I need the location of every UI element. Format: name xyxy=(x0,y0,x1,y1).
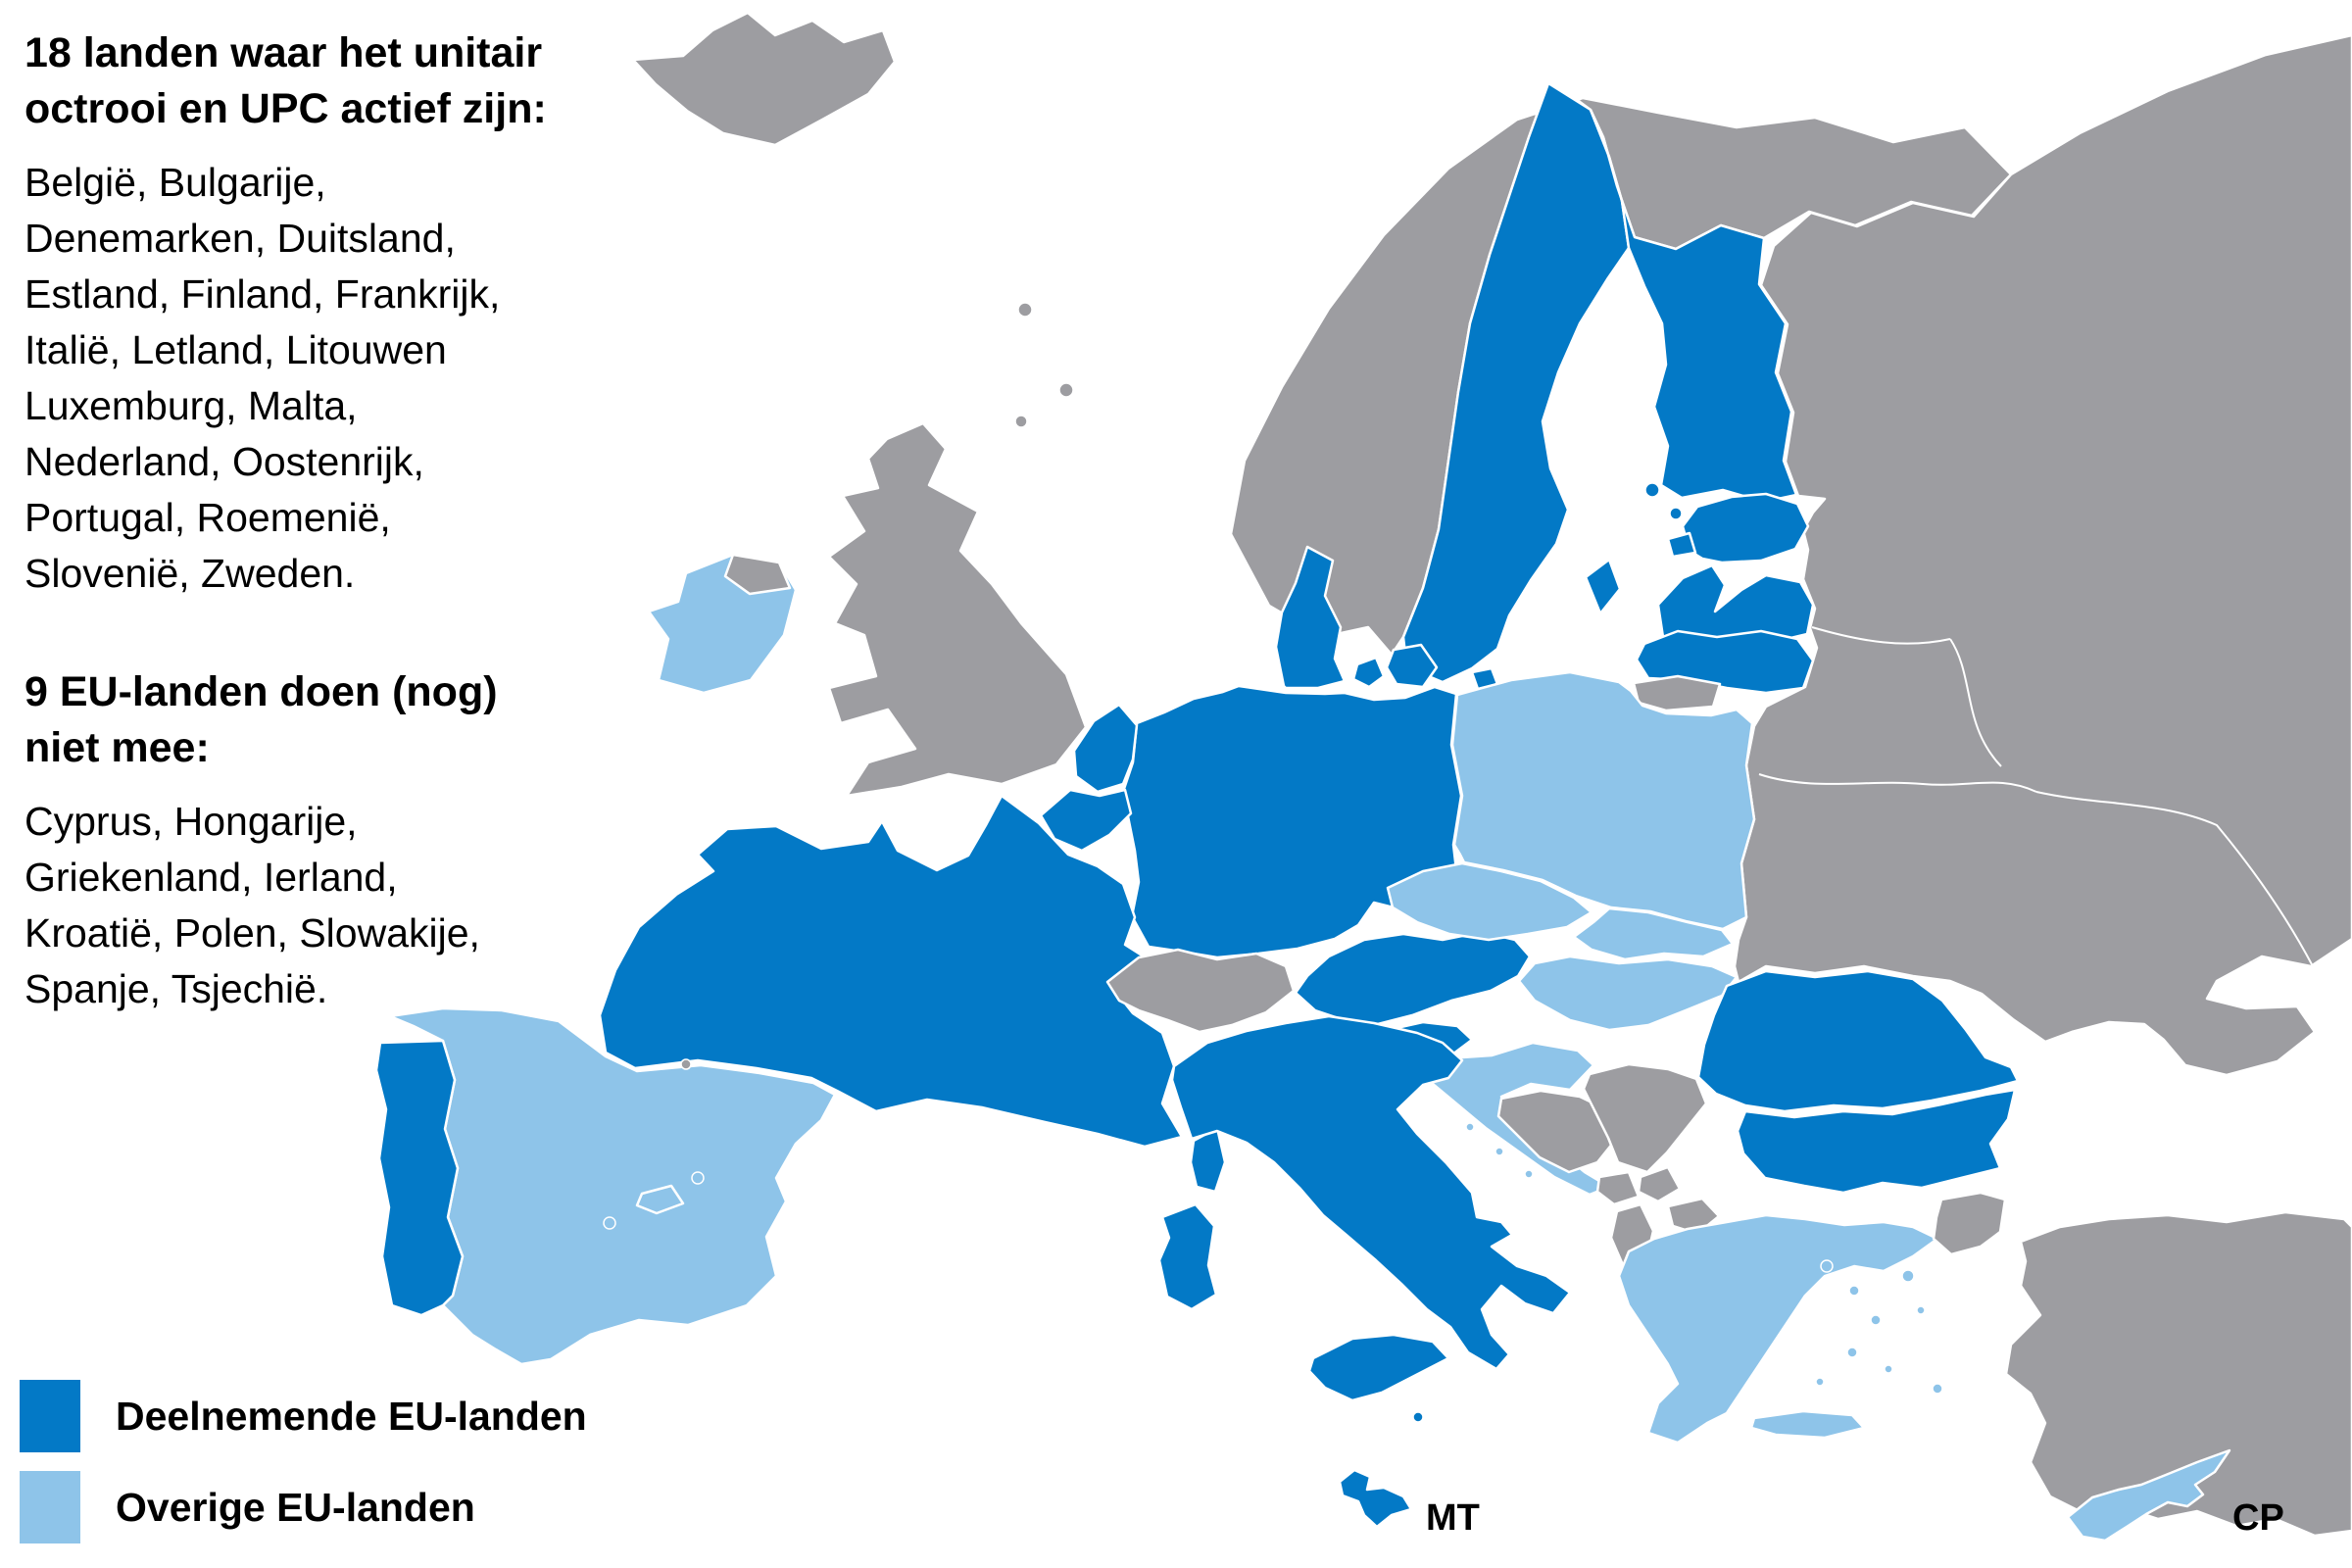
islands-aegean xyxy=(1901,1269,1915,1283)
callout-cyprus-shape xyxy=(2066,1448,2231,1543)
list-not-participating-countries: Cyprus, Hongarije, Griekenland, Ierland,… xyxy=(24,799,480,1011)
islands-aegean xyxy=(1815,1377,1825,1387)
country-hungary xyxy=(1517,955,1739,1032)
country-belgium xyxy=(1039,788,1133,853)
islands-estonia xyxy=(1666,531,1697,559)
island-malta-small xyxy=(1412,1411,1424,1423)
country-netherlands xyxy=(1072,703,1139,794)
islands-dalmatia xyxy=(1465,1122,1475,1132)
callout-malta-shape xyxy=(1338,1468,1413,1529)
region-northern-ireland xyxy=(723,553,792,596)
country-estonia xyxy=(1681,492,1810,564)
islands-aegean xyxy=(1870,1314,1882,1326)
region-andorra xyxy=(680,1058,692,1070)
legend-label-participating: Deelnemende EU-landen xyxy=(116,1393,587,1439)
border-belarus-russia xyxy=(1811,626,1951,645)
islands-aegean xyxy=(1846,1347,1858,1358)
legend-label-other: Overige EU-landen xyxy=(116,1484,475,1530)
label-cyprus: CP xyxy=(2232,1497,2284,1539)
island-faroe xyxy=(1017,302,1033,318)
island-mallorca xyxy=(635,1184,685,1215)
country-united-kingdom xyxy=(827,421,1088,798)
list-participating-countries: België, Bulgarije, Denemarken, Duitsland… xyxy=(24,160,501,596)
heading-participating: 18 landen waar het unitair octrooi en UP… xyxy=(24,29,547,132)
islands-aegean xyxy=(1820,1259,1834,1273)
border-moldova xyxy=(1941,984,2010,1057)
label-malta: MT xyxy=(1426,1497,1480,1539)
country-austria xyxy=(1294,930,1532,1027)
island-ibiza xyxy=(603,1216,616,1230)
country-italy xyxy=(1170,1014,1572,1371)
country-switzerland xyxy=(1105,948,1296,1034)
country-poland xyxy=(1450,670,1756,931)
country-kosovo xyxy=(1637,1165,1682,1203)
country-denmark xyxy=(1274,545,1347,690)
islands-aegean xyxy=(1884,1364,1893,1374)
country-slovakia xyxy=(1572,906,1735,961)
country-romania xyxy=(1696,969,2020,1113)
island-sicily xyxy=(1307,1333,1450,1402)
country-portugal xyxy=(374,1039,465,1317)
island-zealand xyxy=(1385,643,1439,689)
legend-row-other: Overige EU-landen xyxy=(20,1471,475,1544)
country-turkey xyxy=(2004,1210,2352,1538)
country-bosnia xyxy=(1496,1089,1619,1174)
country-iceland xyxy=(631,11,897,147)
islands-aegean xyxy=(1916,1305,1926,1315)
island-funen xyxy=(1351,656,1386,689)
country-czechia xyxy=(1386,861,1593,942)
islands-dalmatia xyxy=(1494,1147,1504,1156)
islands-aegean xyxy=(1932,1383,1943,1395)
country-montenegro xyxy=(1595,1170,1641,1206)
island-menorca xyxy=(691,1171,705,1185)
country-serbia xyxy=(1582,1062,1708,1174)
info-panel: 18 landen waar het unitair octrooi en UP… xyxy=(24,8,547,1035)
heading-not-participating: 9 EU-landen doen (nog) niet mee: xyxy=(24,668,498,771)
island-aland xyxy=(1644,482,1660,498)
region-kaliningrad xyxy=(1632,674,1722,712)
island-crete xyxy=(1749,1409,1866,1440)
country-bulgaria xyxy=(1736,1088,2017,1195)
country-sweden xyxy=(1401,81,1631,684)
islands-dalmatia xyxy=(1524,1169,1534,1179)
region-turkey-europe xyxy=(1932,1191,2007,1256)
legend-swatch-other xyxy=(20,1471,80,1544)
legend-swatch-participating xyxy=(20,1380,80,1452)
island-sardinia xyxy=(1157,1202,1218,1311)
region-russia-belarus-ukraine xyxy=(1733,33,2352,1077)
island-gotland xyxy=(1584,558,1622,615)
island-hiiumaa xyxy=(1669,507,1683,520)
country-greece xyxy=(1617,1213,1939,1445)
legend-row-participating: Deelnemende EU-landen xyxy=(20,1380,587,1452)
border-belarus-ukraine xyxy=(1758,773,2037,793)
border-ukraine-russia xyxy=(1949,638,2314,967)
island-orkney xyxy=(1014,415,1028,428)
island-shetland xyxy=(1058,382,1074,398)
islands-aegean xyxy=(1848,1285,1860,1297)
